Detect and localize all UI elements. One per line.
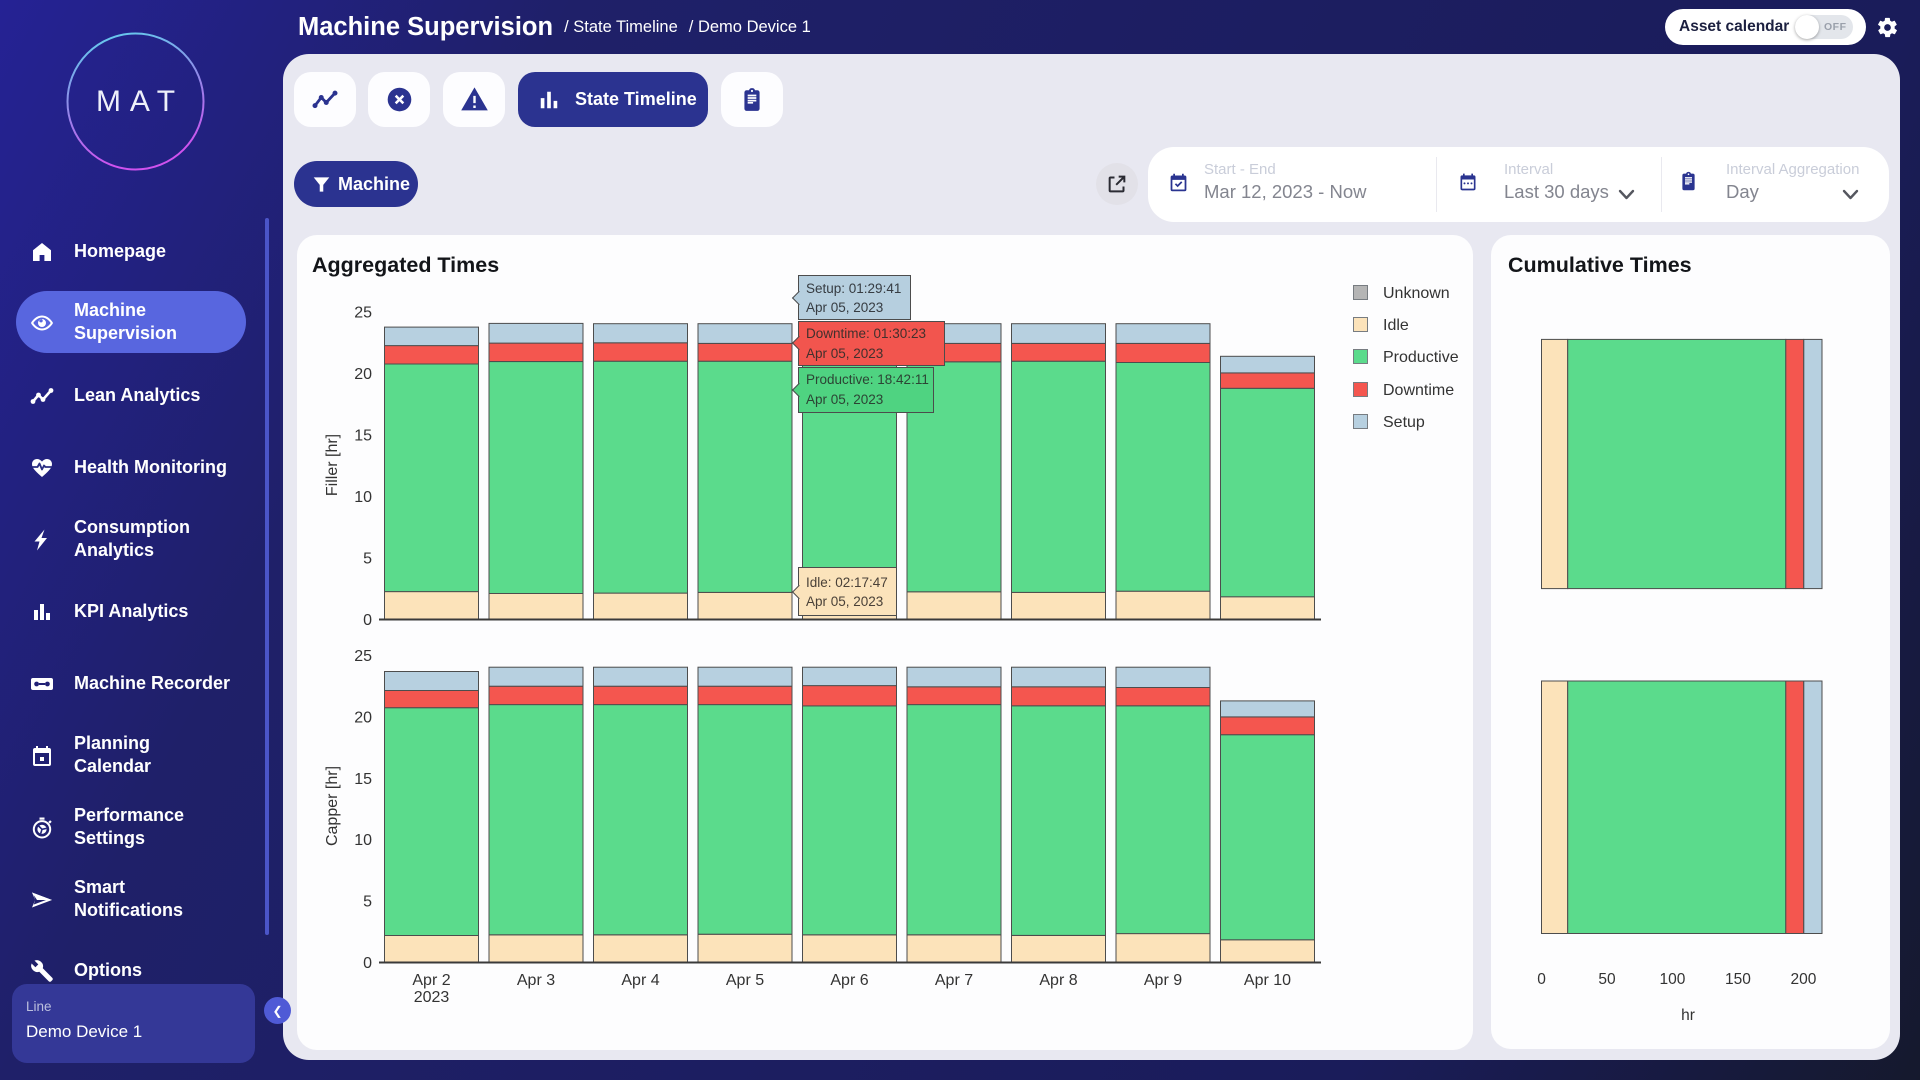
svg-text:15: 15 <box>354 428 372 445</box>
svg-text:Apr 9: Apr 9 <box>1144 972 1182 989</box>
svg-text:Apr 7: Apr 7 <box>935 972 973 989</box>
svg-text:Apr 2: Apr 2 <box>412 972 450 989</box>
svg-text:Capper [hr]: Capper [hr] <box>324 766 341 846</box>
svg-text:0: 0 <box>363 955 372 972</box>
svg-text:200: 200 <box>1790 971 1816 988</box>
svg-text:Apr 3: Apr 3 <box>517 972 555 989</box>
svg-text:2023: 2023 <box>414 989 450 1005</box>
svg-text:Apr 8: Apr 8 <box>1039 972 1077 989</box>
svg-text:25: 25 <box>354 305 372 322</box>
svg-text:15: 15 <box>354 771 372 788</box>
svg-text:Apr 6: Apr 6 <box>830 972 868 989</box>
svg-text:5: 5 <box>363 551 372 568</box>
svg-text:100: 100 <box>1659 971 1685 988</box>
svg-text:Apr 5: Apr 5 <box>726 972 764 989</box>
svg-text:5: 5 <box>363 894 372 911</box>
svg-text:10: 10 <box>354 489 372 506</box>
svg-text:10: 10 <box>354 832 372 849</box>
svg-text:Filler [hr]: Filler [hr] <box>324 434 341 496</box>
svg-text:20: 20 <box>354 366 372 383</box>
svg-text:50: 50 <box>1598 971 1616 988</box>
svg-text:25: 25 <box>354 648 372 665</box>
svg-text:0: 0 <box>363 612 372 629</box>
svg-text:hr: hr <box>1681 1007 1695 1024</box>
svg-text:Apr 4: Apr 4 <box>621 972 659 989</box>
svg-text:20: 20 <box>354 709 372 726</box>
svg-text:Apr 10: Apr 10 <box>1244 972 1291 989</box>
svg-text:150: 150 <box>1725 971 1751 988</box>
svg-text:0: 0 <box>1537 971 1546 988</box>
